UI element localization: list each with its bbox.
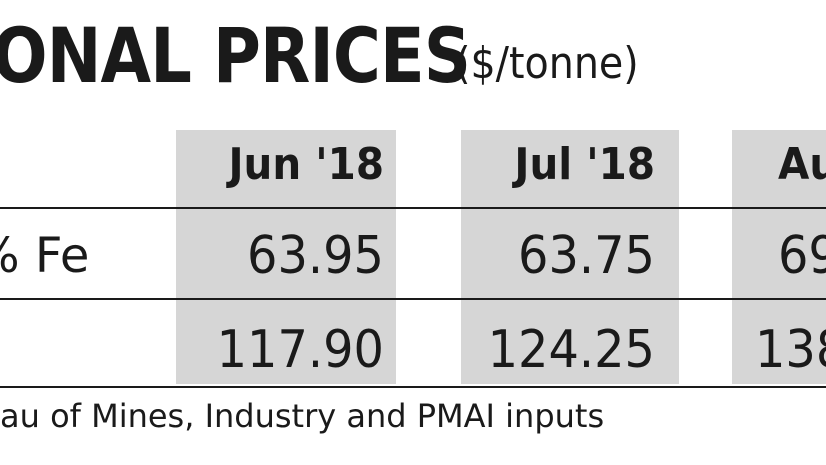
table-title-row: ONAL PRICES ($/tonne): [0, 0, 826, 110]
table-cell: 117.90: [216, 320, 384, 380]
column-shade-jul: [461, 130, 679, 384]
column-shade-jun: [176, 130, 396, 384]
table-cell: 138: [755, 320, 826, 380]
header-divider: [0, 207, 826, 209]
table-title: ONAL PRICES: [0, 11, 471, 100]
table-cell: 124.25: [487, 320, 655, 380]
column-header-aug: Au: [778, 139, 826, 190]
table-cell: 63.75: [518, 226, 655, 286]
table-cell: 69: [778, 226, 826, 286]
row-divider: [0, 298, 826, 300]
table-cell: 63.95: [247, 226, 384, 286]
table-bottom-rule: [0, 386, 826, 388]
source-note: au of Mines, Industry and PMAI inputs: [0, 397, 605, 435]
column-header-jun: Jun '18: [228, 139, 384, 190]
row-label: % Fe: [0, 228, 90, 284]
column-header-jul: Jul '18: [514, 139, 655, 190]
column-shade-aug: [732, 130, 826, 384]
table-unit: ($/tonne): [455, 38, 639, 89]
